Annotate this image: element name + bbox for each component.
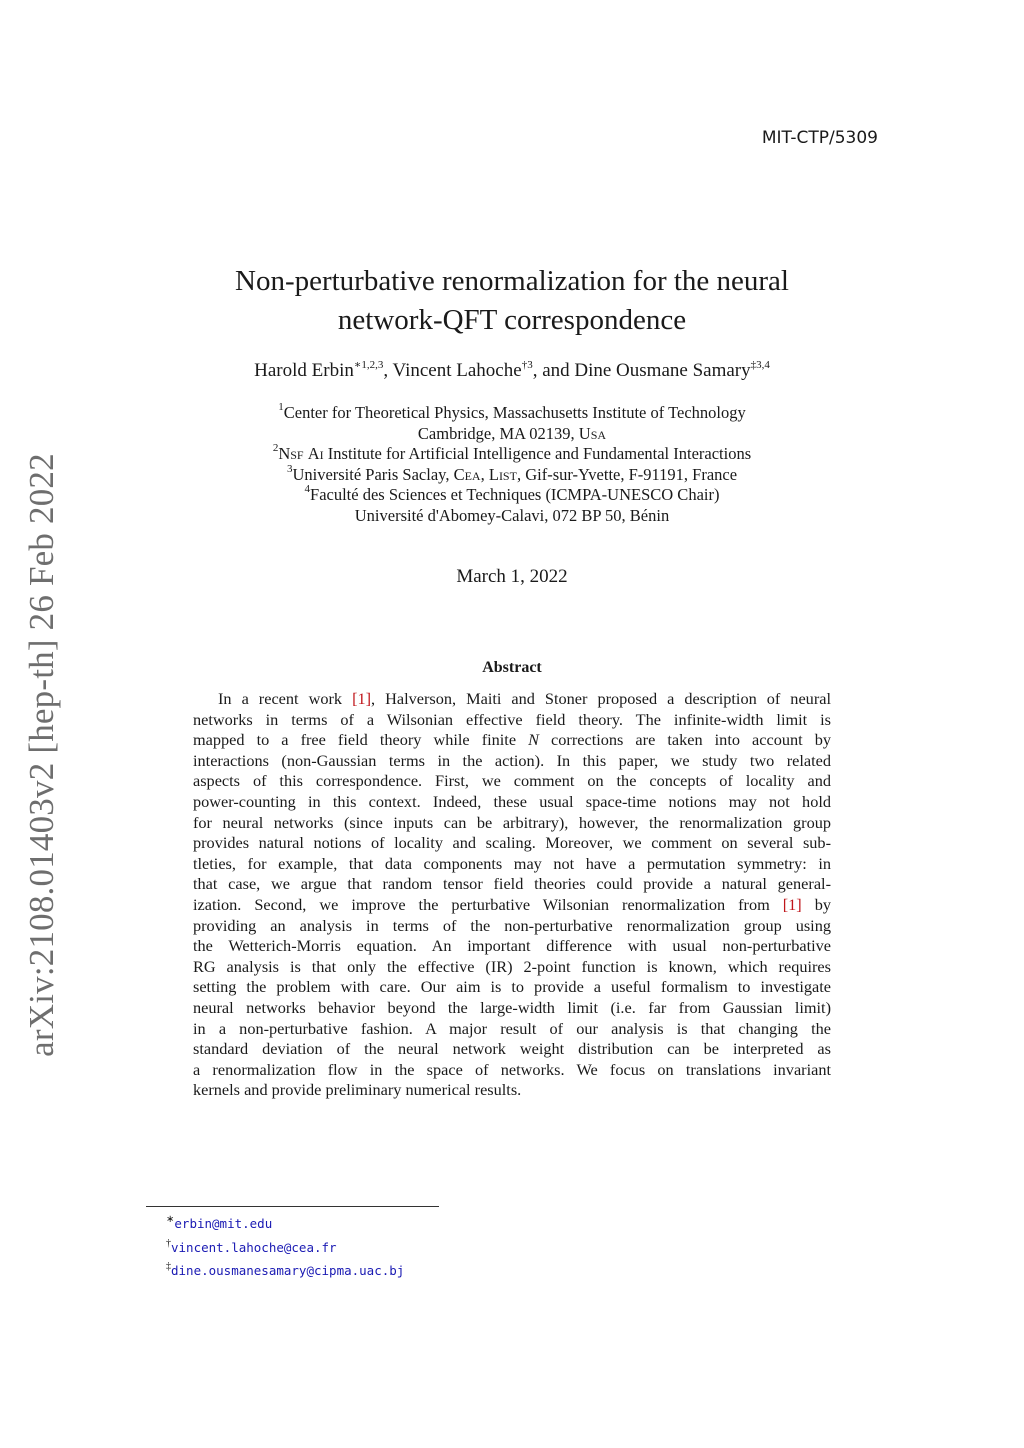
affiliation-number: 4: [304, 483, 311, 495]
email-link[interactable]: dine.ousmanesamary@cipma.uac.bj: [171, 1263, 405, 1278]
date: March 1, 2022: [456, 566, 568, 587]
text: RG analysis is that only the effective (…: [193, 956, 831, 976]
footnote: ‡dine.ousmanesamary@cipma.uac.bj: [166, 1257, 404, 1281]
report-number: MIT-CTP/5309: [761, 128, 878, 148]
text: by: [801, 894, 831, 914]
abstract: In a recent work [1], Halverson, Maiti a…: [193, 689, 831, 1101]
text: networks in terms of a Wilsonian effecti…: [193, 709, 831, 729]
text: for neural networks (since inputs can be…: [193, 812, 831, 832]
abstract-line: providing an analysis in terms of the no…: [193, 916, 831, 937]
citation-link[interactable]: [1]: [352, 689, 372, 708]
abstract-line: aspects of this correspondence. First, w…: [193, 771, 831, 792]
abstract-heading: Abstract: [482, 659, 542, 676]
affiliation-text: Université d'Abomey-Calavi, 072 BP 50, B…: [354, 505, 670, 525]
abstract-line: that case, we argue that random tensor f…: [193, 874, 831, 895]
text: , Halverson, Maiti and Stoner proposed a…: [371, 689, 831, 708]
text: aspects of this correspondence. First, w…: [193, 771, 831, 791]
text: provides natural notions of locality and…: [193, 833, 831, 853]
affiliation: 3Université Paris Saclay, Cea, List, Gif…: [0, 462, 1024, 486]
affiliation: Université d'Abomey-Calavi, 072 BP 50, B…: [0, 506, 1024, 527]
arxiv-stamp: arXiv:2108.01403v2 [hep-th] 26 Feb 2022: [22, 453, 61, 1057]
abstract-line: in a non-perturbative fashion. A major r…: [193, 1019, 831, 1040]
text: kernels and provide preliminary numerica…: [193, 1080, 522, 1100]
footnote-mark: ‡: [166, 1261, 171, 1272]
text: neural networks behavior beyond the larg…: [193, 997, 831, 1017]
affiliation: Cambridge, MA 02139, Usa: [0, 424, 1024, 445]
text: that case, we argue that random tensor f…: [193, 874, 831, 894]
paper-title: Non-perturbative renormalization for the…: [0, 262, 1024, 340]
text: mapped to a free field theory while fini…: [193, 730, 529, 750]
footnote: ∗erbin@mit.edu: [166, 1210, 404, 1234]
author-name: Harold Erbin: [254, 360, 354, 381]
author-list: Harold Erbin∗1,2,3, Vincent Lahoche†3, a…: [0, 360, 1024, 382]
author-separator: , and: [532, 360, 575, 381]
abstract-line: tleties, for example, that data componen…: [193, 854, 831, 875]
affiliation: 2Nsf Ai Institute for Artificial Intelli…: [0, 442, 1024, 465]
abstract-line: networks in terms of a Wilsonian effecti…: [193, 710, 831, 731]
author-marks: ‡3,4: [750, 359, 770, 371]
footnote: †vincent.lahoche@cea.fr: [166, 1234, 404, 1258]
text: ization. Second, we improve the perturba…: [193, 894, 783, 914]
title-line: network-QFT correspondence: [337, 304, 687, 336]
affiliation: 4Faculté des Sciences et Techniques (ICM…: [0, 483, 1024, 506]
footnote-rule: [146, 1206, 439, 1207]
affiliation-text: Faculté des Sciences et Techniques (ICMP…: [310, 485, 720, 504]
abstract-line: In a recent work [1], Halverson, Maiti a…: [193, 689, 831, 710]
text: corrections are taken into account by: [538, 730, 831, 750]
abstract-line: kernels and provide preliminary numerica…: [193, 1080, 831, 1101]
abstract-line: mapped to a free field theory while fini…: [193, 730, 831, 751]
footnote-mark: †: [166, 1237, 171, 1249]
affiliation: 1Center for Theoretical Physics, Massach…: [0, 401, 1024, 424]
text: the Wetterich-Morris equation. An import…: [193, 936, 831, 956]
abstract-line: for neural networks (since inputs can be…: [193, 813, 831, 834]
text: power-counting in this context. Indeed, …: [193, 791, 831, 811]
text: standard deviation of the neural network…: [193, 1039, 831, 1059]
abstract-line: setting the problem with care. Our aim i…: [193, 977, 831, 998]
affiliation-text: Cambridge, MA 02139, Usa: [417, 423, 607, 443]
author-separator: ,: [383, 360, 393, 381]
abstract-line: interactions (non-Gaussian terms in the …: [193, 751, 831, 772]
abstract-line: ization. Second, we improve the perturba…: [193, 895, 831, 916]
text: setting the problem with care. Our aim i…: [193, 977, 831, 997]
author-marks: ∗1,2,3: [353, 359, 384, 371]
email-link[interactable]: vincent.lahoche@cea.fr: [171, 1239, 337, 1255]
email-link[interactable]: erbin@mit.edu: [174, 1216, 273, 1231]
footnotes: ∗erbin@mit.edu †vincent.lahoche@cea.fr ‡di…: [166, 1210, 404, 1281]
affiliation-text: Nsf Ai Institute for Artificial Intellig…: [278, 444, 752, 463]
math-symbol: N: [528, 730, 539, 750]
abstract-line: a renormalization flow in the space of n…: [193, 1060, 831, 1081]
text: In a recent work: [218, 689, 353, 708]
affiliation-number: 1: [278, 401, 284, 413]
text: tleties, for example, that data componen…: [193, 853, 831, 873]
text: in a non-perturbative fashion. A major r…: [193, 1018, 831, 1038]
affiliation-number: 3: [286, 462, 293, 475]
abstract-line: the Wetterich-Morris equation. An import…: [193, 936, 831, 957]
affiliation-number: 2: [272, 442, 279, 454]
affiliations: 1Center for Theoretical Physics, Massach…: [0, 401, 1024, 527]
abstract-line: provides natural notions of locality and…: [193, 833, 831, 854]
citation-link[interactable]: [1]: [782, 894, 802, 914]
text: interactions (non-Gaussian terms in the …: [193, 750, 831, 770]
affiliation-text: Center for Theoretical Physics, Massachu…: [283, 403, 746, 422]
author-name: Dine Ousmane Samary: [574, 360, 751, 381]
text: a renormalization flow in the space of n…: [193, 1059, 831, 1079]
affiliation-text: Université Paris Saclay, Cea, List, Gif-…: [292, 464, 738, 484]
title-line: Non-perturbative renormalization for the…: [235, 265, 789, 297]
text: providing an analysis in terms of the no…: [193, 915, 831, 935]
footnote-mark: ∗: [166, 1214, 175, 1225]
abstract-line: neural networks behavior beyond the larg…: [193, 998, 831, 1019]
abstract-line: RG analysis is that only the effective (…: [193, 957, 831, 978]
author-name: Vincent Lahoche: [392, 360, 522, 381]
author-marks: †3: [521, 359, 533, 371]
abstract-line: power-counting in this context. Indeed, …: [193, 792, 831, 813]
abstract-line: standard deviation of the neural network…: [193, 1039, 831, 1060]
